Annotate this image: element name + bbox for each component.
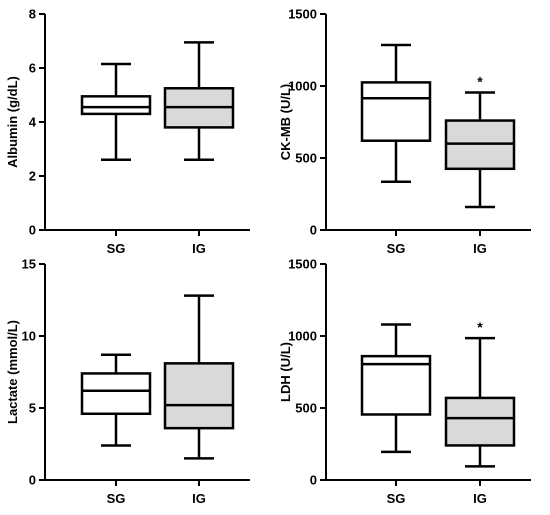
y-tick-label: 4 (29, 115, 37, 130)
y-tick-label: 1500 (288, 257, 317, 272)
y-tick-label: 1000 (288, 329, 317, 344)
y-axis-title: Albumin (g/dL) (5, 76, 20, 168)
box-ig (444, 91, 516, 209)
x-tick-label: SG (107, 491, 126, 506)
box-ig (163, 294, 235, 460)
y-tick-label: 5 (29, 401, 36, 416)
y-axis-title: CK-MB (U/L) (278, 84, 293, 161)
box-ig (444, 336, 516, 468)
box-sg (360, 323, 432, 454)
y-tick-label: 500 (295, 401, 317, 416)
x-tick-label: IG (192, 491, 206, 506)
x-tick-label: IG (473, 241, 487, 256)
y-tick-label: 0 (29, 473, 36, 488)
y-tick-label: 6 (29, 61, 36, 76)
x-tick-label: IG (473, 491, 487, 506)
x-tick-label: SG (387, 241, 406, 256)
y-axis-title: LDH (U/L) (278, 342, 293, 402)
x-tick-label: SG (107, 241, 126, 256)
y-tick-label: 8 (29, 7, 36, 22)
iqr-box (360, 81, 432, 142)
chart-panel-1: 0 2 4 6 8 Albumin (g/dL) SG IG (5, 7, 250, 256)
y-tick-label: 15 (22, 257, 36, 272)
box-ig (163, 41, 235, 162)
significance-marker: * (477, 319, 483, 335)
y-tick-label: 0 (310, 223, 317, 238)
chart-panel-4: 0 500 1000 1500 LDH (U/L) SG IG * (278, 257, 531, 506)
chart-panel-3: 0 5 10 15 Lactate (mmol/L) SG IG (5, 257, 250, 506)
iqr-box (80, 372, 152, 416)
y-axis-title: Lactate (mmol/L) (5, 320, 20, 424)
box-sg (360, 43, 432, 184)
y-tick-label: 1000 (288, 79, 317, 94)
y-tick-label: 2 (29, 169, 36, 184)
iqr-box (80, 95, 152, 116)
iqr-box (444, 396, 516, 447)
iqr-box (163, 362, 235, 430)
box-sg (80, 62, 152, 162)
iqr-box (360, 354, 432, 416)
y-tick-label: 1500 (288, 7, 317, 22)
box-sg (80, 353, 152, 447)
y-tick-label: 0 (310, 473, 317, 488)
y-tick-label: 0 (29, 223, 36, 238)
y-tick-label: 10 (22, 329, 36, 344)
significance-marker: * (477, 73, 483, 89)
y-tick-label: 500 (295, 151, 317, 166)
x-tick-label: IG (192, 241, 206, 256)
x-tick-label: SG (387, 491, 406, 506)
chart-panel-2: 0 500 1000 1500 CK-MB (U/L) SG IG * (278, 7, 531, 256)
